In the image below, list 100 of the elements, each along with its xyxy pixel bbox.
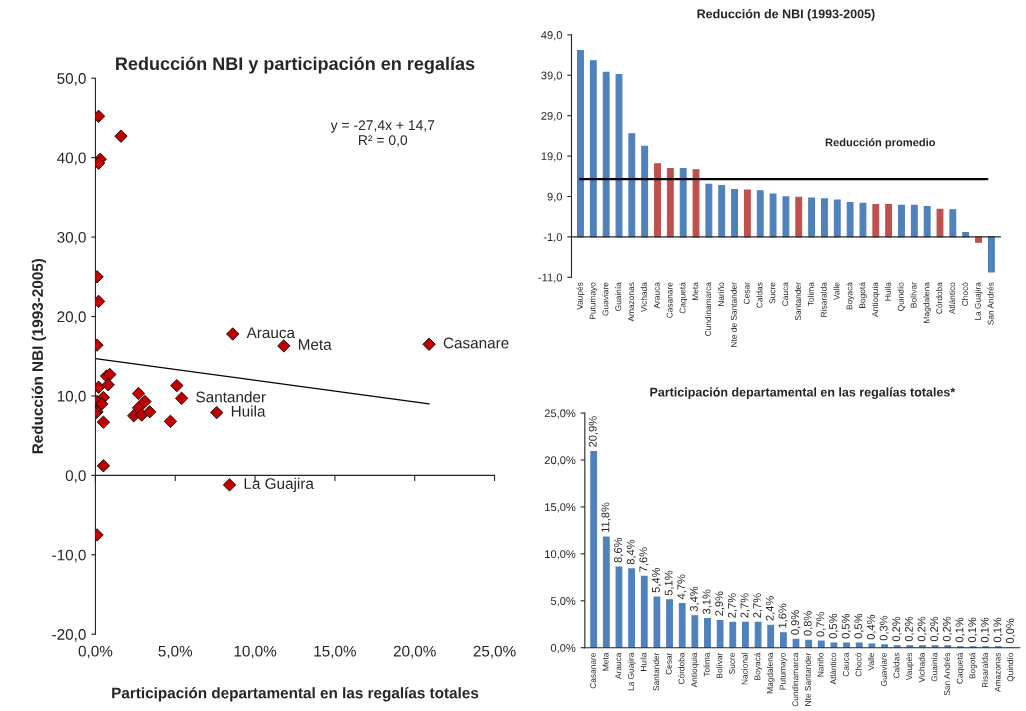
- data-label: 0,1%: [968, 617, 978, 643]
- annotation: Meta: [298, 339, 332, 350]
- y-tick-label: -1,0: [543, 233, 563, 243]
- data-label: 2,7%: [727, 593, 738, 618]
- chart-title: Reducción de NBI (1993-2005): [697, 9, 875, 21]
- x-tick-label: Magdalena: [766, 652, 775, 694]
- x-tick-label: Vichada: [640, 282, 647, 313]
- x-tick-label: Chocó: [961, 282, 968, 306]
- x-tick-label: Meta: [692, 282, 699, 300]
- x-tick-label: Cauca: [842, 652, 849, 677]
- data-label: 1,6%: [778, 603, 788, 628]
- x-tick-label: Chocó: [855, 652, 862, 677]
- annotation: Santander: [196, 391, 266, 403]
- data-label: 0,5%: [829, 613, 839, 639]
- x-tick-label: Valle: [868, 652, 875, 671]
- x-tick-label: Cundinamarca: [792, 652, 799, 707]
- y-tick-label: 0,0: [65, 470, 86, 483]
- x-tick-label: Sucre: [769, 282, 776, 304]
- annotation: y = -27,4x + 14,7 R² = 0,0: [330, 120, 435, 147]
- chart-title: Reducción NBI y participación en regalías: [116, 56, 475, 74]
- x-tick-label: Córdoba: [936, 282, 943, 314]
- annotation: Casanare: [443, 337, 509, 349]
- y-axis-title: Reducción NBI (1993-2005): [31, 258, 47, 454]
- x-tick-label: 20,0%: [393, 645, 436, 659]
- x-tick-label: Santander: [794, 282, 801, 321]
- data-label: 0,2%: [930, 616, 940, 642]
- x-tick-label: Nte de Santander: [730, 282, 737, 347]
- y-tick-label: 50,0: [57, 73, 86, 86]
- ref-line-label: Reducción promedio: [825, 138, 936, 149]
- data-label: 0,2%: [917, 616, 927, 642]
- y-tick-label: 25,0%: [544, 409, 576, 419]
- x-tick-label: Risaralda: [981, 652, 988, 688]
- x-tick-label: Bolívar: [716, 652, 723, 678]
- x-tick-label: Cundinamarca: [704, 282, 712, 336]
- x-tick-label: Caquetá: [679, 282, 688, 314]
- x-tick-label: Huila: [884, 282, 891, 301]
- data-label: 3,1%: [702, 589, 712, 615]
- x-tick-label: Cauca: [782, 282, 789, 306]
- x-tick-label: Antioquia: [690, 652, 699, 688]
- x-tick-label: Nariño: [817, 652, 824, 677]
- x-tick-label: Casanare: [666, 282, 673, 318]
- x-tick-label: Boyacá: [754, 652, 762, 680]
- x-tick-label: 10,0%: [234, 645, 277, 659]
- x-tick-label: Cesar: [665, 652, 672, 675]
- x-tick-label: Valle: [833, 282, 840, 301]
- x-tick-label: Guaviare: [602, 282, 609, 316]
- y-tick-label: 20,0%: [544, 456, 576, 466]
- x-tick-label: Tolima: [703, 652, 710, 677]
- y-tick-label: 29,0: [541, 111, 563, 122]
- x-tick-label: La Guajira: [974, 282, 983, 320]
- x-tick-label: Guaviare: [880, 652, 887, 686]
- y-tick-label: 49,0: [541, 31, 563, 41]
- y-tick-label: -10,0: [52, 549, 86, 563]
- x-tick-label: Antioquia: [871, 282, 880, 317]
- x-tick-label: Caquetá: [956, 652, 965, 684]
- x-tick-label: Guainía: [615, 282, 622, 311]
- x-tick-label: Guainía: [931, 652, 938, 682]
- data-label: 2,4%: [765, 596, 776, 621]
- data-label: 5,1%: [664, 570, 674, 596]
- x-tick-label: Bogotá: [859, 282, 867, 308]
- x-tick-label: Vaupés: [576, 282, 585, 310]
- y-tick-label: 10,0%: [545, 550, 576, 560]
- y-tick-label: 19,0: [541, 152, 563, 162]
- x-tick-label: Santander: [653, 652, 660, 691]
- x-tick-label: Quindío: [897, 282, 906, 311]
- y-tick-label: 20,0: [57, 311, 86, 324]
- x-tick-label: 5,0%: [158, 645, 193, 659]
- x-tick-label: Huila: [640, 652, 647, 671]
- x-tick-label: Arauca: [615, 652, 622, 679]
- data-label: 0,1%: [993, 617, 1003, 643]
- data-label: 0,9%: [791, 610, 801, 635]
- y-tick-label: 15,0%: [545, 503, 576, 513]
- data-label: 0,7%: [816, 612, 826, 637]
- annotation: Huila: [231, 405, 266, 417]
- data-label: 7,6%: [639, 547, 649, 572]
- data-label: 0,1%: [955, 617, 965, 643]
- x-tick-label: Amazonas: [994, 652, 1001, 692]
- y-tick-label: 5,0%: [550, 597, 576, 607]
- x-tick-label: Nte Santander: [804, 652, 811, 706]
- data-label: 0,2%: [904, 616, 915, 642]
- x-tick-label: Cesar: [743, 282, 750, 304]
- x-tick-label: San Andrés: [943, 652, 950, 696]
- data-label: 11,8%: [601, 502, 611, 532]
- x-tick-label: Meta: [602, 652, 609, 671]
- y-tick-label: 30,0: [57, 231, 86, 245]
- data-label: 2,7%: [753, 593, 763, 618]
- data-label: 2,7%: [740, 593, 750, 618]
- x-tick-label: Atlántico: [948, 282, 956, 315]
- data-label: 0,8%: [803, 611, 813, 636]
- x-tick-label: Nariño: [717, 282, 724, 307]
- annotation: La Guajira: [244, 477, 314, 493]
- data-label: 0,2%: [892, 616, 902, 642]
- y-tick-label: -11,0: [538, 273, 563, 283]
- x-tick-label: Vaupés: [905, 652, 914, 681]
- data-label: 2,9%: [715, 591, 725, 616]
- y-tick-label: -20,0: [52, 629, 86, 642]
- x-tick-label: 0,0%: [78, 645, 113, 659]
- y-tick-label: 40,0: [57, 152, 86, 166]
- x-tick-label: Magdalena: [923, 282, 932, 323]
- x-tick-label: Nacional: [741, 653, 748, 685]
